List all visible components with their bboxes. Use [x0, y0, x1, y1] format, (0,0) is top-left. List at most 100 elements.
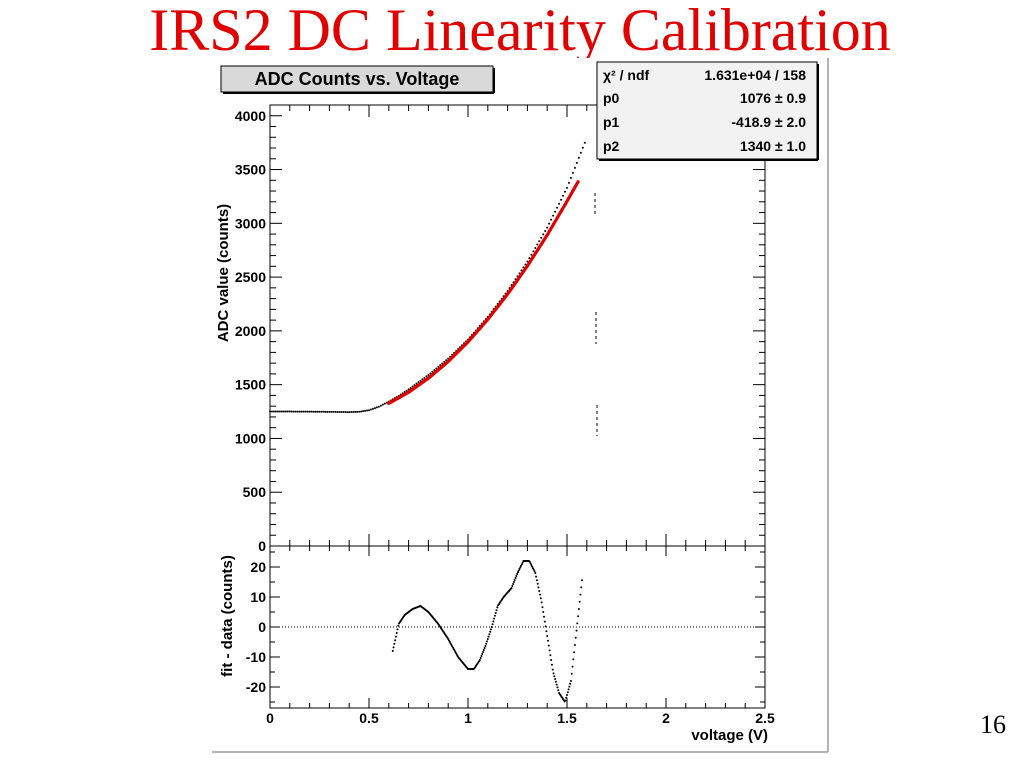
chart-title: ADC Counts vs. Voltage — [255, 69, 460, 89]
data-point — [270, 410, 273, 413]
x-tick-label: 1.5 — [557, 710, 577, 726]
data-point — [366, 409, 369, 412]
residual-point — [546, 635, 549, 637]
residual-point — [516, 571, 519, 574]
residual-point — [557, 689, 560, 692]
residual-point — [573, 651, 576, 654]
residual-point — [518, 568, 521, 570]
data-point — [336, 410, 339, 413]
residual-point — [568, 685, 571, 688]
x-tick-label: 0 — [266, 710, 274, 726]
data-point — [338, 410, 341, 413]
residual-point — [396, 628, 399, 631]
residual-point — [478, 659, 481, 661]
data-point — [269, 410, 271, 413]
data-point — [286, 410, 289, 413]
data-point — [318, 410, 321, 413]
data-point — [540, 236, 543, 239]
data-point — [413, 384, 416, 387]
residual-point — [531, 565, 534, 568]
residual-point — [565, 696, 568, 699]
data-point — [310, 410, 313, 413]
data-point — [362, 410, 365, 413]
data-point — [579, 151, 582, 154]
data-point — [526, 260, 529, 263]
residual-point — [480, 655, 483, 657]
residual-point — [488, 633, 491, 636]
residual-point — [543, 620, 546, 623]
residual-point — [511, 585, 514, 587]
data-point — [282, 410, 285, 413]
data-point — [332, 410, 335, 413]
data-point — [383, 402, 386, 405]
stats-label-p0: p0 — [603, 90, 620, 106]
stats-label-p2: p2 — [603, 138, 620, 154]
residual-point — [537, 586, 540, 589]
data-point — [431, 370, 434, 373]
residual-point — [481, 653, 484, 655]
data-point — [435, 367, 438, 370]
data-point — [368, 409, 370, 412]
residual-point — [486, 640, 489, 643]
residual-point — [544, 625, 547, 628]
data-point — [364, 409, 367, 412]
fit-stats-box: χ² / ndf 1.631e+04 / 158 p0 1076 ± 0.9 p… — [596, 61, 819, 161]
residual-point — [392, 646, 395, 649]
residual-point — [554, 680, 557, 683]
data-point — [552, 214, 555, 217]
residual-point — [510, 587, 513, 589]
residual-point — [535, 579, 538, 582]
lower-y-tick-label: 10 — [250, 589, 266, 605]
data-point — [575, 161, 578, 164]
x-tick-label: 1 — [464, 710, 472, 726]
data-point — [577, 156, 580, 159]
residual-point — [539, 597, 542, 600]
data-point — [427, 373, 430, 376]
data-point — [314, 410, 317, 413]
data-point — [536, 243, 539, 246]
data-point — [433, 369, 436, 372]
data-point — [409, 386, 412, 389]
residual-point — [555, 683, 558, 686]
residual-point — [395, 632, 398, 634]
data-point — [550, 218, 553, 221]
data-point — [524, 263, 527, 266]
data-point — [342, 411, 345, 414]
residual-point — [496, 606, 499, 609]
data-point — [371, 407, 374, 410]
residual-point — [485, 642, 488, 645]
data-point — [284, 410, 287, 413]
data-point — [564, 190, 567, 193]
outlier-marks — [594, 193, 598, 436]
residual-point — [515, 575, 518, 577]
residual-point — [548, 649, 551, 652]
data-point — [522, 266, 525, 269]
upper-data-points — [269, 141, 586, 414]
residual-point — [551, 668, 554, 671]
data-point — [417, 381, 420, 384]
upper-y-tick-label: 3000 — [235, 215, 266, 231]
residual-point — [516, 573, 519, 575]
upper-y-tick-label: 1000 — [235, 430, 266, 446]
residual-point — [521, 561, 524, 564]
residual-point — [566, 691, 569, 694]
residual-point — [490, 626, 493, 628]
residual-point — [513, 579, 516, 581]
upper-y-tick-label: 2500 — [235, 269, 266, 285]
data-point — [411, 385, 414, 388]
data-point — [288, 410, 291, 413]
upper-y-tick-label: 4000 — [235, 108, 266, 124]
residual-point — [540, 601, 543, 604]
x-tick-label: 0.5 — [359, 710, 379, 726]
data-point — [558, 202, 561, 205]
data-point — [292, 410, 295, 413]
residual-point — [517, 569, 520, 572]
lower-y-tick-label: 20 — [250, 559, 266, 575]
data-point — [276, 410, 279, 413]
upper-y-tick-label: 500 — [243, 484, 267, 500]
residual-point — [549, 654, 552, 657]
x-tick-label: 2 — [662, 710, 670, 726]
residual-point — [566, 694, 568, 696]
residual-point — [493, 617, 496, 620]
